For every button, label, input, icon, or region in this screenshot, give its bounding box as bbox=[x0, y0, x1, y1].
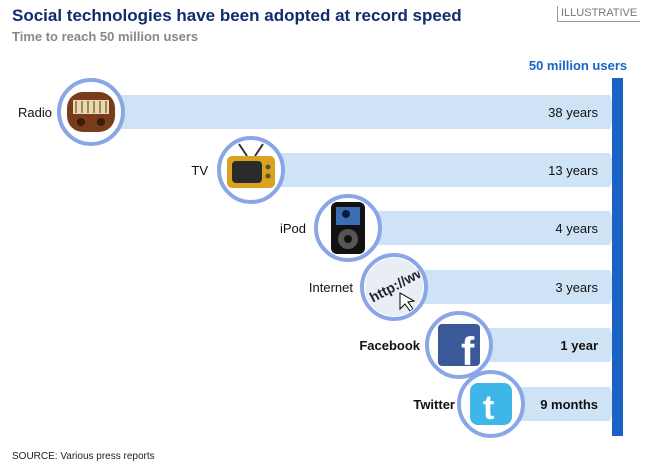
value-label-ipod: 4 years bbox=[555, 221, 598, 236]
category-label-tv: TV bbox=[191, 163, 208, 178]
svg-text:f: f bbox=[461, 330, 475, 374]
category-label-radio: Radio bbox=[18, 105, 52, 120]
icon-badge-facebook: f bbox=[425, 311, 493, 379]
bar-row-ipod bbox=[348, 211, 616, 245]
source-note: SOURCE: Various press reports bbox=[12, 451, 155, 462]
category-label-internet: Internet bbox=[309, 280, 353, 295]
chart-subtitle: Time to reach 50 million users bbox=[12, 29, 199, 44]
value-label-radio: 38 years bbox=[548, 105, 598, 120]
tv-icon bbox=[222, 141, 280, 199]
value-label-tv: 13 years bbox=[548, 163, 598, 178]
bar-internet bbox=[394, 270, 616, 304]
bar-row-tv bbox=[251, 153, 616, 187]
icon-badge-internet: http://ww bbox=[360, 253, 428, 321]
icon-badge-ipod bbox=[314, 194, 382, 262]
icon-badge-tv bbox=[217, 136, 285, 204]
finish-line bbox=[612, 78, 623, 436]
bar-row-internet bbox=[394, 270, 616, 304]
category-label-twitter: Twitter bbox=[413, 397, 455, 412]
bar-facebook bbox=[459, 328, 616, 362]
bar-radio bbox=[91, 95, 616, 129]
value-label-internet: 3 years bbox=[555, 280, 598, 295]
bar-ipod bbox=[348, 211, 616, 245]
ipod-icon bbox=[319, 199, 377, 257]
chart-title: Social technologies have been adopted at… bbox=[12, 6, 462, 25]
svg-text:t: t bbox=[483, 389, 494, 427]
facebook-icon: f bbox=[430, 316, 488, 374]
value-label-facebook: 1 year bbox=[560, 338, 598, 353]
radio-icon bbox=[62, 83, 120, 141]
category-label-ipod: iPod bbox=[280, 221, 306, 236]
internet-icon: http://ww bbox=[365, 258, 423, 316]
bar-row-facebook bbox=[459, 328, 616, 362]
illustrative-badge: ILLUSTRATIVE bbox=[557, 6, 641, 22]
bar-row-radio bbox=[91, 95, 616, 129]
icon-badge-radio bbox=[57, 78, 125, 146]
icon-badge-twitter: t bbox=[457, 370, 525, 438]
value-label-twitter: 9 months bbox=[540, 397, 598, 412]
bar-tv bbox=[251, 153, 616, 187]
category-label-facebook: Facebook bbox=[359, 338, 420, 353]
twitter-icon: t bbox=[462, 375, 520, 433]
finish-line-label: 50 million users bbox=[528, 58, 628, 73]
